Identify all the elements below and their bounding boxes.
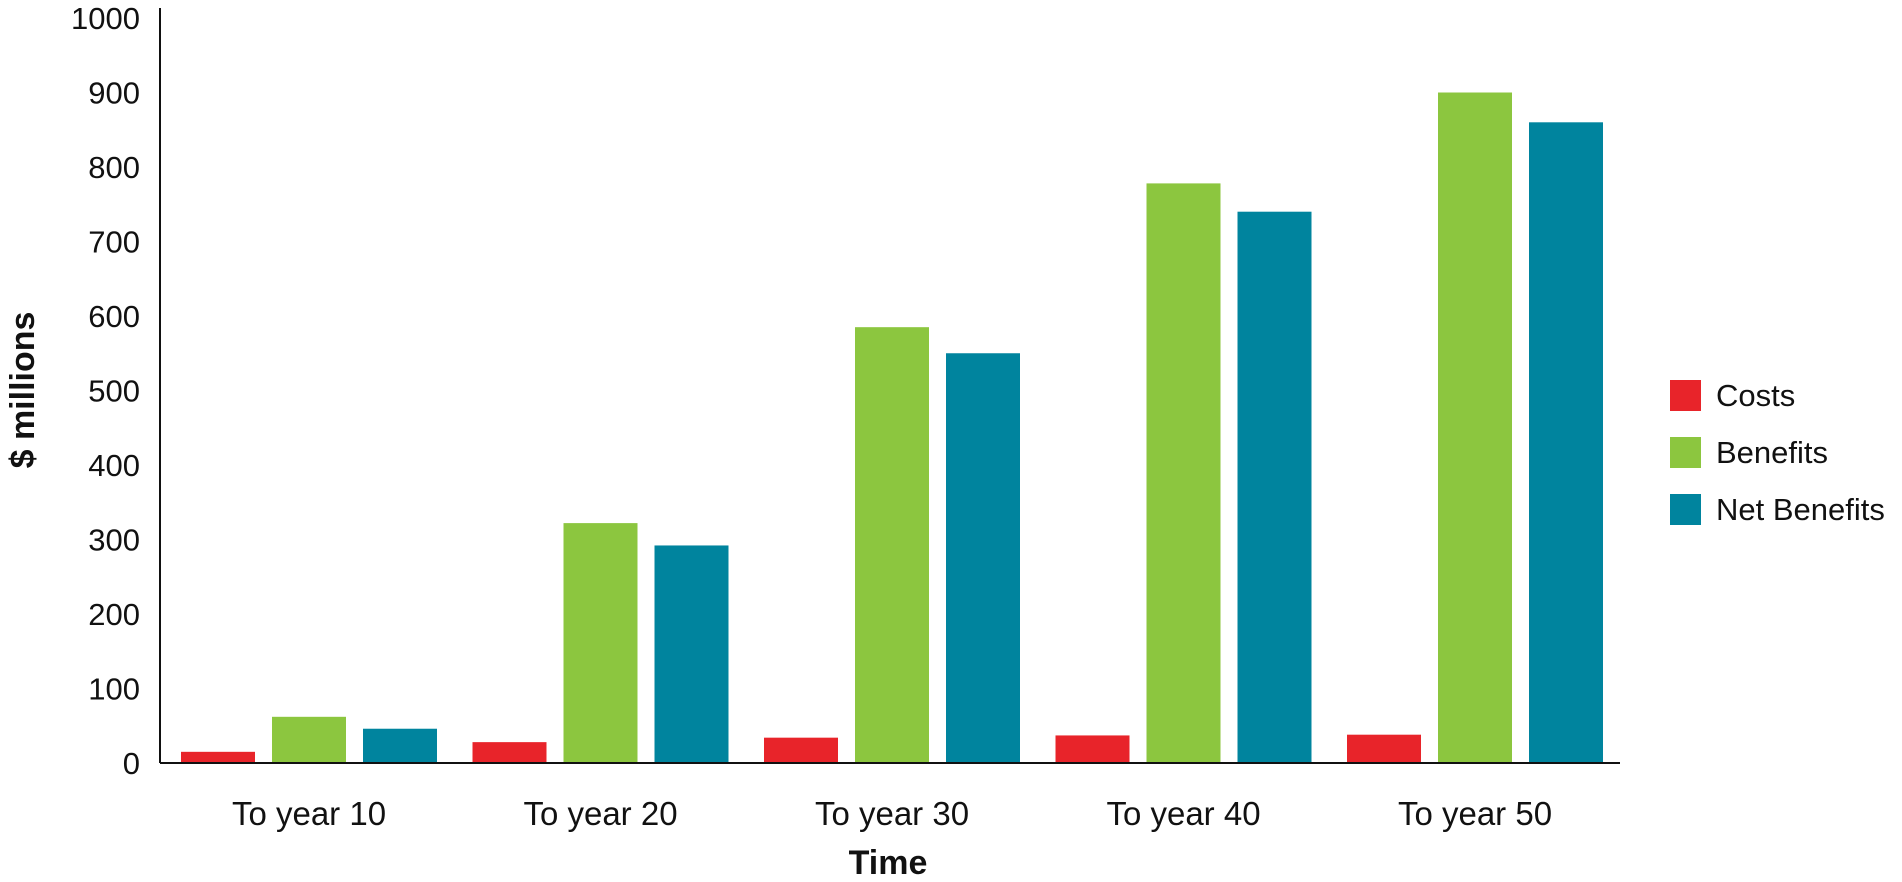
x-tick-label: To year 30 xyxy=(815,795,969,832)
bar-net-benefits xyxy=(654,545,729,763)
bar-net-benefits xyxy=(946,353,1020,763)
bar-net-benefits xyxy=(1237,211,1312,763)
bar-benefits xyxy=(563,523,638,763)
bar-benefits xyxy=(855,327,929,763)
y-tick-label: 100 xyxy=(88,672,140,707)
bar-costs xyxy=(764,737,838,763)
y-tick-label: 400 xyxy=(88,448,140,483)
y-tick-label: 300 xyxy=(88,523,140,558)
y-axis-title: $ millions xyxy=(4,312,42,469)
legend-label: Net Benefits xyxy=(1716,492,1885,527)
y-tick-label: 200 xyxy=(88,597,140,632)
x-axis-title: Time xyxy=(849,844,928,882)
bar-benefits xyxy=(272,716,346,763)
legend-label: Costs xyxy=(1716,378,1795,413)
x-tick-label: To year 10 xyxy=(232,795,386,832)
bar-costs xyxy=(181,751,255,763)
y-tick-label: 700 xyxy=(88,225,140,260)
legend-swatch xyxy=(1670,380,1701,411)
y-tick-label: 1000 xyxy=(71,1,140,36)
bar-costs xyxy=(1055,735,1130,763)
legend-swatch xyxy=(1670,494,1701,525)
x-tick-label: To year 50 xyxy=(1398,795,1552,832)
y-tick-label: 500 xyxy=(88,374,140,409)
legend-label: Benefits xyxy=(1716,435,1828,470)
bar-benefits xyxy=(1438,92,1512,763)
bars xyxy=(181,92,1603,764)
x-axis-ticks: To year 10 To year 20 To year 30 To year 40… xyxy=(232,795,1552,832)
x-tick-label: To year 20 xyxy=(523,795,677,832)
y-tick-label: 900 xyxy=(88,76,140,111)
y-tick-label: 600 xyxy=(88,299,140,334)
x-tick-label: To year 40 xyxy=(1106,795,1260,832)
y-tick-label: 0 xyxy=(123,746,140,781)
bar-costs xyxy=(472,742,547,763)
y-axis-ticks: 0 100 200 300 400 500 600 700 800 900 1000 xyxy=(71,1,140,781)
bar-benefits xyxy=(1146,183,1221,763)
y-tick-label: 800 xyxy=(88,150,140,185)
bar-net-benefits xyxy=(1529,122,1603,764)
bar-costs xyxy=(1347,734,1421,763)
legend: Costs Benefits Net Benefits xyxy=(1670,378,1885,527)
bar-net-benefits xyxy=(363,728,437,763)
legend-swatch xyxy=(1670,437,1701,468)
